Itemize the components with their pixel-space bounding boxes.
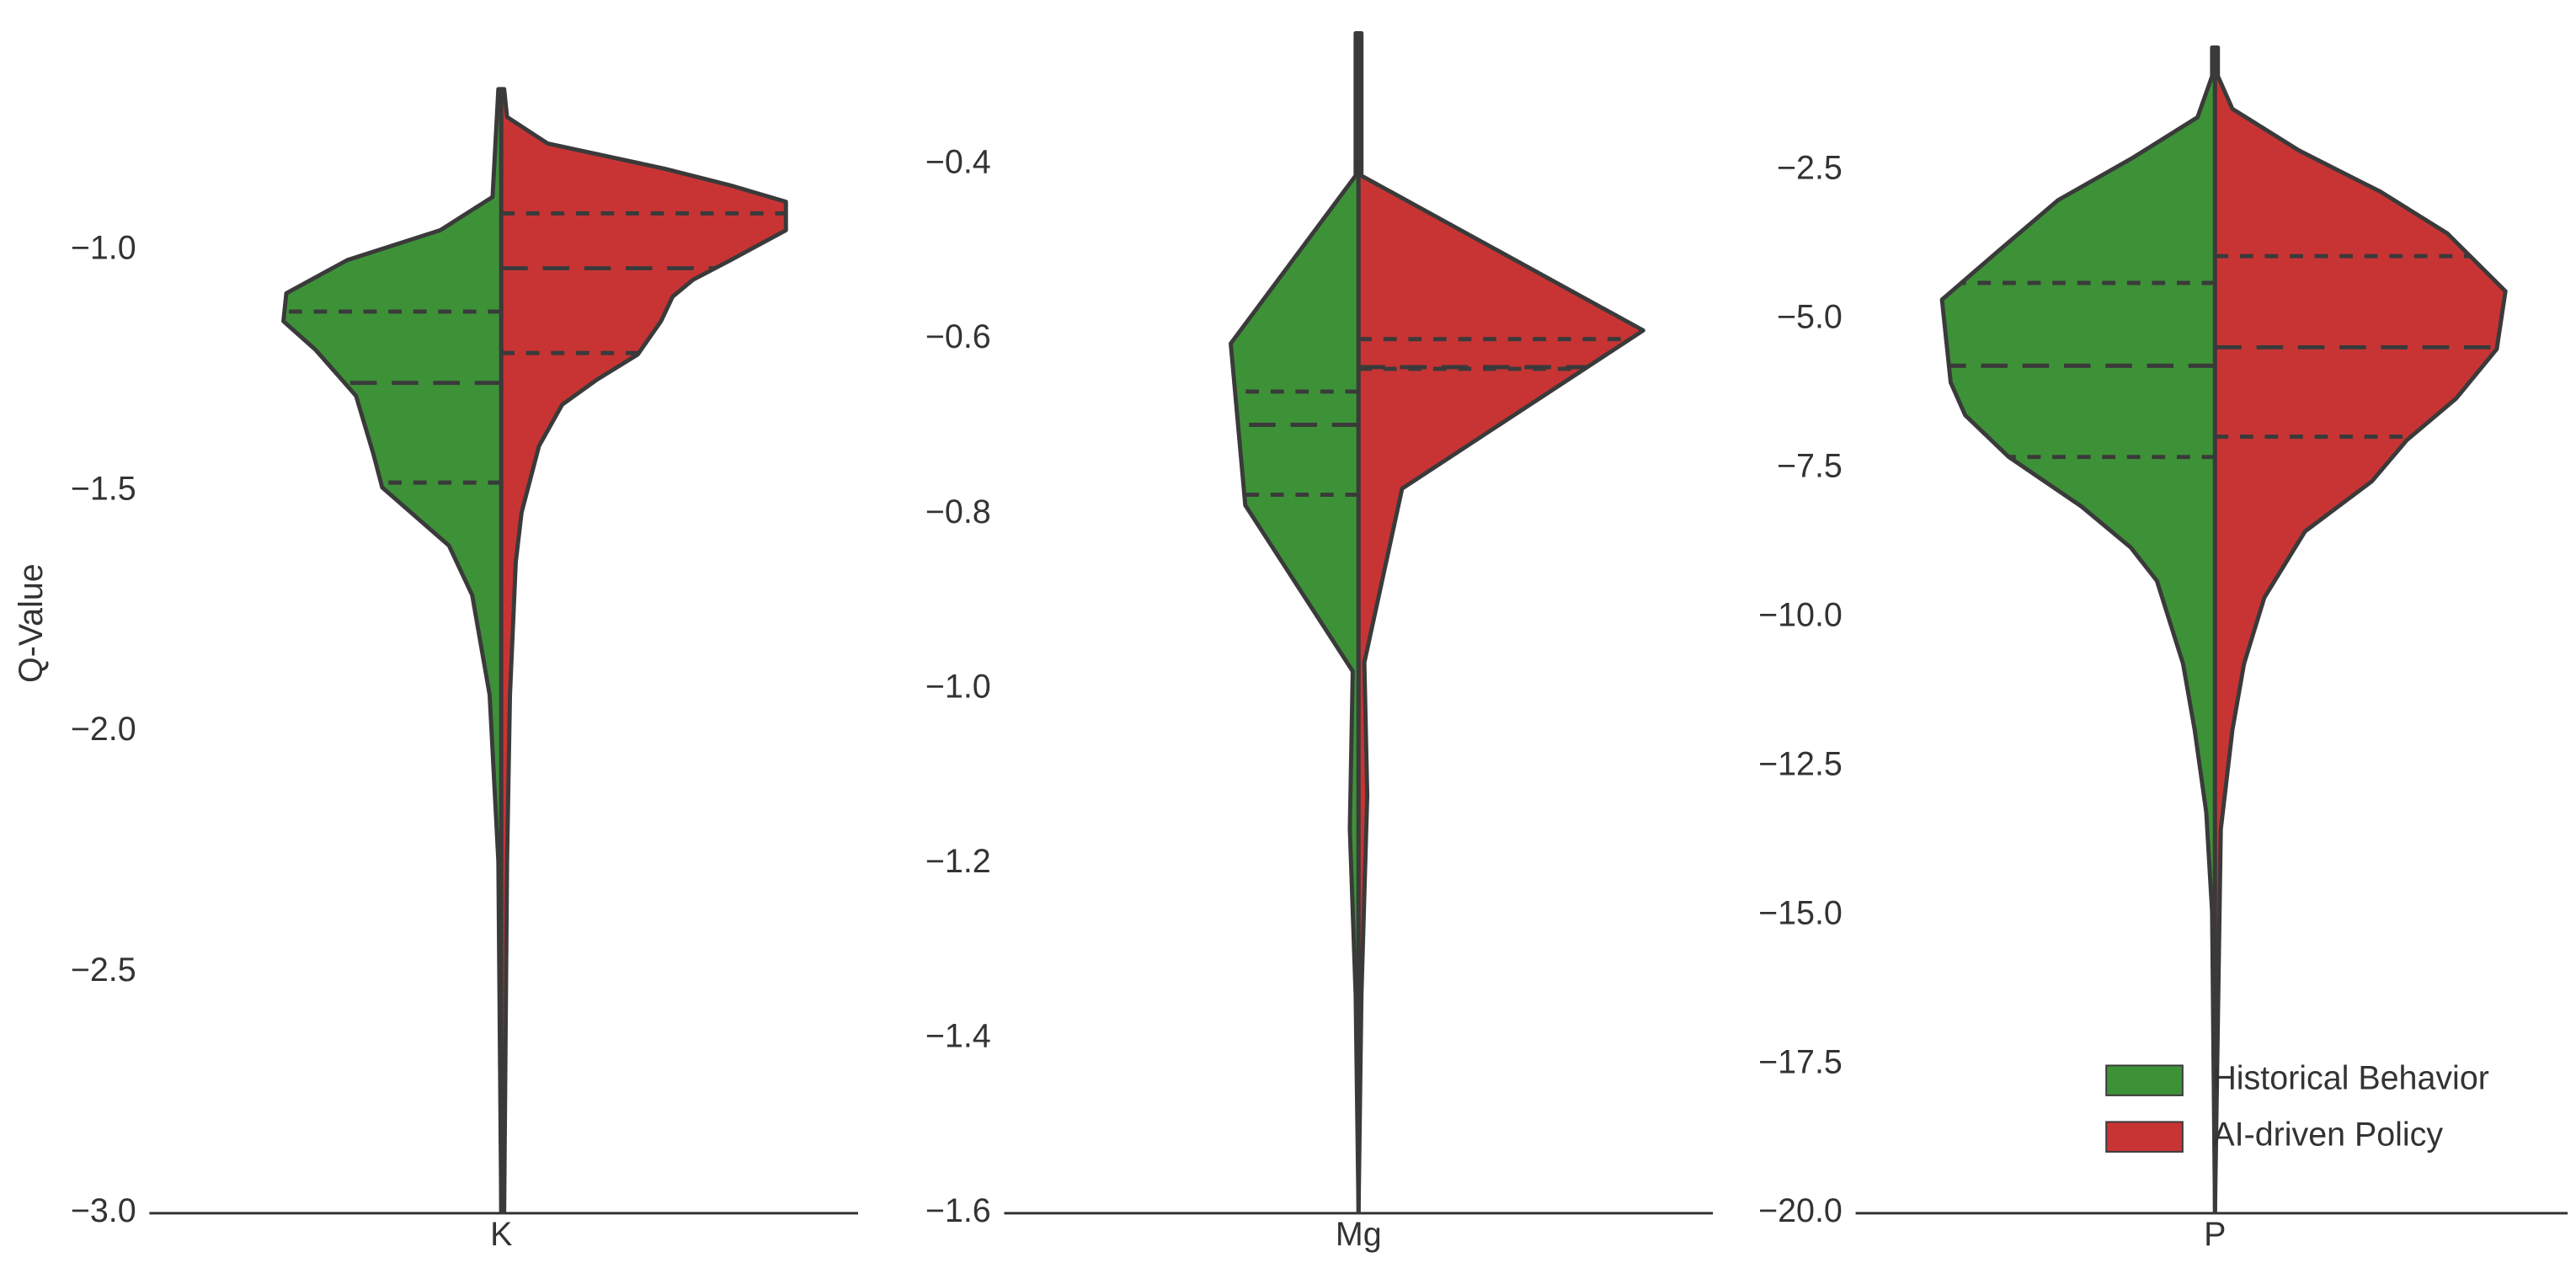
y-tick-label: −1.4 — [925, 1018, 991, 1055]
legend-label: Historical Behavior — [2212, 1060, 2489, 1097]
y-tick-label: −1.2 — [925, 843, 991, 880]
violin-half — [1356, 30, 1645, 1215]
legend-swatch — [2105, 1121, 2184, 1153]
y-tick-label: −1.0 — [925, 668, 991, 705]
y-tick-label: −7.5 — [1777, 448, 1843, 485]
y-tick-label: −5.0 — [1777, 299, 1843, 336]
y-tick-label: −0.6 — [925, 318, 991, 355]
y-tick-label: −1.6 — [925, 1192, 991, 1229]
y-tick-label: −12.5 — [1758, 745, 1843, 782]
y-tick-label: −2.5 — [1777, 150, 1843, 187]
y-tick-label: −17.5 — [1758, 1043, 1843, 1080]
y-tick-label: −0.8 — [925, 493, 991, 530]
y-tick-label: −2.0 — [71, 711, 136, 748]
y-tick-label: −1.0 — [71, 229, 136, 266]
y-tick-label: −20.0 — [1758, 1192, 1843, 1229]
y-tick-label: −2.5 — [71, 951, 136, 989]
x-tick-label: Mg — [1336, 1216, 1382, 1253]
violin-half — [499, 87, 788, 1214]
legend-label: AI-driven Policy — [2212, 1116, 2443, 1154]
legend-swatch — [2105, 1064, 2184, 1096]
y-tick-label: −3.0 — [71, 1192, 136, 1229]
violin-half — [1939, 45, 2217, 1214]
x-tick-label: P — [2204, 1216, 2226, 1253]
violin-half — [2212, 45, 2508, 1214]
violin-half — [1229, 30, 1361, 1215]
y-axis-label: Q-Value — [13, 563, 50, 683]
y-tick-label: −15.0 — [1758, 894, 1843, 931]
y-tick-label: −0.4 — [925, 144, 991, 181]
violin-half — [281, 87, 504, 1214]
x-tick-label: K — [490, 1216, 512, 1253]
y-tick-label: −10.0 — [1758, 596, 1843, 633]
y-tick-label: −1.5 — [71, 470, 136, 507]
